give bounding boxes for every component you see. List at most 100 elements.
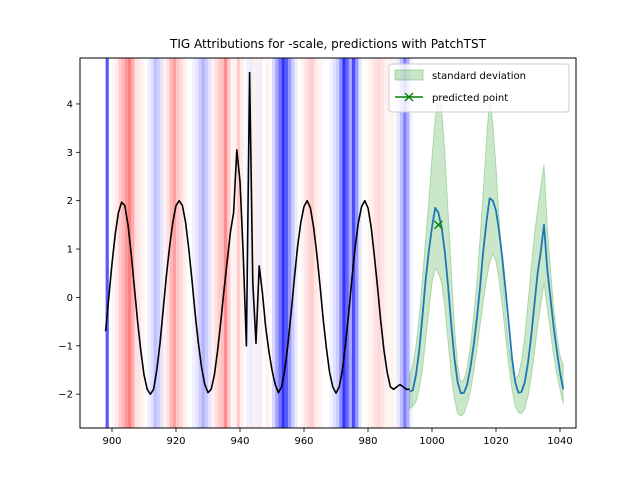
attribution-band [240,58,244,428]
attribution-band [211,58,215,428]
legend-box [388,63,570,113]
attribution-band [220,58,224,428]
attribution-band [403,58,407,428]
attribution-band [230,58,234,428]
attribution-band [394,58,397,428]
y-tick-label: 2 [67,196,73,207]
x-tick-label: 940 [230,436,249,447]
attribution-band [134,58,138,428]
x-tick-label: 1020 [483,436,508,447]
predicted-point-marker [433,220,443,230]
legend: standard deviation predicted point [388,63,570,113]
attribution-band [259,58,263,428]
attribution-band [176,58,180,428]
attribution-band [131,58,135,428]
legend-std-swatch [394,69,424,81]
attribution-band [265,58,269,428]
chart-title: TIG Attributions for -scale, predictions… [169,37,487,51]
attribution-band [275,58,279,428]
attribution-band [390,58,394,428]
attribution-band [252,58,256,428]
attribution-band [140,58,144,428]
attribution-band [278,58,282,428]
attribution-band [201,58,205,428]
attribution-band [224,58,228,428]
attribution-band [284,58,288,428]
x-tick-label: 960 [294,436,313,447]
attribution-band [342,58,346,428]
attribution-band [406,58,410,428]
y-tick-label: 1 [67,245,73,256]
attribution-band [195,58,199,428]
attribution-band [160,58,164,428]
attribution-band [214,58,218,428]
attribution-band [272,58,276,428]
attribution-band [345,58,349,428]
attribution-band [172,58,176,428]
series-layer [104,71,565,395]
attribution-band [310,58,314,428]
attribution-band [336,58,340,428]
x-axis: 900 920 940 960 980 1000 1020 1040 [102,428,573,447]
attribution-band [256,58,260,428]
attribution-band [384,58,388,428]
attribution-band [400,58,404,428]
attribution-band [121,58,125,428]
attribution-band [300,58,304,428]
attribution-band [368,58,372,428]
attribution-band [329,58,333,428]
attribution-band [316,58,320,428]
attribution-band [150,58,154,428]
predicted-point-layer [433,220,443,230]
attribution-band [208,58,212,428]
legend-std-label: standard deviation [432,71,526,82]
attribution-band [304,58,308,428]
x-tick-label: 980 [358,436,377,447]
attribution-band [182,58,186,428]
x-tick-label: 1040 [547,436,572,447]
attribution-band [118,58,122,428]
attribution-bands [105,58,413,428]
attribution-band [243,58,246,428]
std-deviation-area [409,94,564,417]
attribution-band [348,58,352,428]
y-tick-label: −2 [58,390,73,401]
attribution-band [358,58,362,428]
attribution-band [115,58,119,428]
attribution-band [137,58,141,428]
attribution-band [294,58,298,428]
y-tick-label: 0 [67,293,73,304]
attribution-band [332,58,336,428]
attribution-band [217,58,221,428]
forecast-line [409,197,565,395]
input-line [104,71,410,395]
attribution-band [387,58,391,428]
attribution-band [169,58,173,428]
attribution-band [377,58,381,428]
attribution-band [374,58,378,428]
x-tick-label: 1000 [419,436,444,447]
attribution-band [288,58,292,428]
attribution-band [236,58,240,428]
legend-predicted-label: predicted point [432,93,508,104]
x-tick-label: 900 [102,436,121,447]
attribution-band [198,58,202,428]
attribution-band [233,58,237,428]
attribution-band [192,58,196,428]
attribution-band [249,58,253,428]
attribution-band [409,58,413,428]
attribution-band [166,58,170,428]
plot-frame [79,57,577,429]
attribution-band [339,58,343,428]
attribution-band [147,58,151,428]
attribution-band [291,58,295,428]
x-marker-icon [404,92,414,102]
x-tick-label: 920 [166,436,185,447]
attribution-band [380,58,384,428]
attribution-band [355,58,359,428]
y-tick-label: −1 [58,341,73,352]
attribution-band [156,58,160,428]
attribution-band [204,58,208,428]
attribution-band [105,58,109,428]
